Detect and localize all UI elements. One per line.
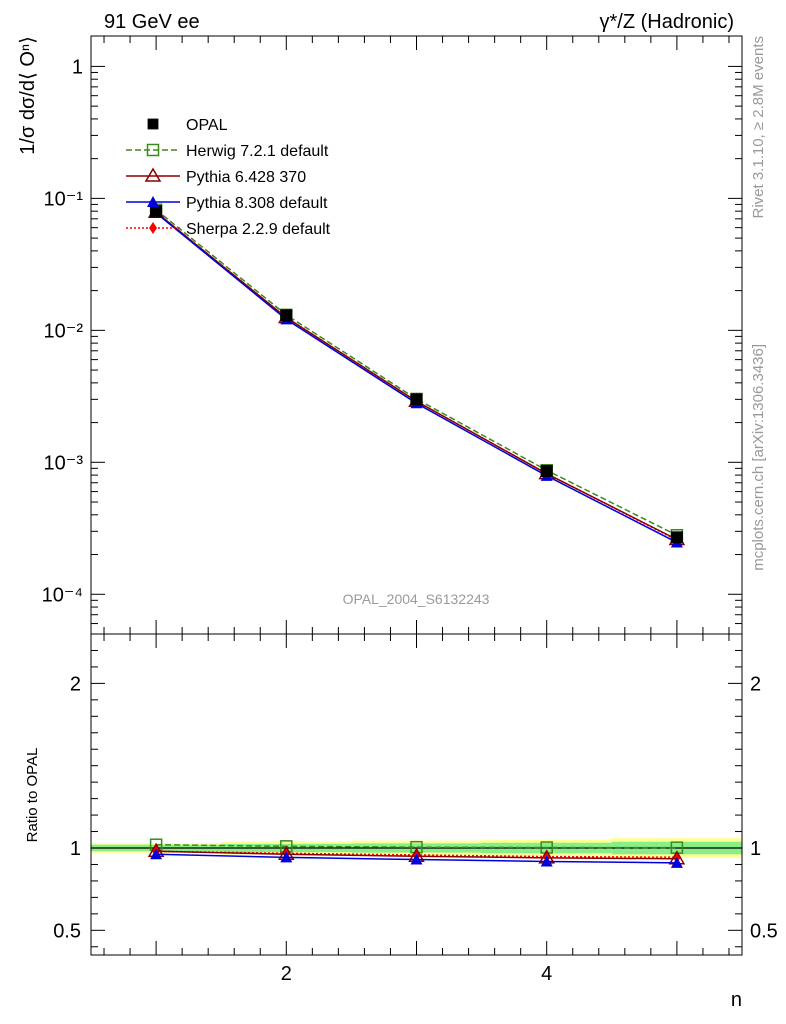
legend-marker-pythia6 <box>144 167 162 182</box>
y-tick-label-right: 0.5 <box>750 920 778 942</box>
ratio-point-pythia8 <box>150 848 163 860</box>
y-tick-label-right: 2 <box>750 673 761 695</box>
data-point-opal <box>540 464 553 477</box>
series-line-herwig <box>155 209 678 536</box>
legend-label-opal: OPAL <box>186 117 228 134</box>
analysis-watermark: OPAL_2004_S6132243 <box>343 591 490 607</box>
y-tick-label: 10⁻¹ <box>44 188 84 210</box>
y-tick-label: 1 <box>70 838 81 860</box>
series-line-sherpa <box>155 211 678 541</box>
ratio-line-herwig <box>156 843 677 849</box>
series-pythia6 <box>147 203 686 546</box>
series-sherpa <box>152 206 681 547</box>
legend-marker-herwig <box>146 143 160 157</box>
legend-marker-opal <box>147 118 159 130</box>
legend-marker-pythia8 <box>147 196 159 207</box>
data-point-opal <box>670 531 683 544</box>
y-tick-label: 1 <box>72 56 83 78</box>
x-axis-label: n <box>731 989 742 1011</box>
ratio-series-pythia8 <box>150 848 683 868</box>
y-tick-label: 10⁻² <box>44 320 84 342</box>
legend-label-pythia6: Pythia 6.428 370 <box>186 169 306 186</box>
ratio-frame <box>90 633 743 956</box>
series-herwig <box>149 203 684 542</box>
data-point-opal <box>410 393 423 406</box>
main-plot-panel: 1 10⁻¹ 10⁻² 10⁻³ 10⁻⁴ <box>42 35 743 635</box>
legend-label-sherpa: Sherpa 2.2.9 default <box>186 221 331 238</box>
series-opal <box>150 205 683 544</box>
y-tick-label: 10⁻³ <box>44 452 84 474</box>
y-tick-label: 0.5 <box>53 920 81 942</box>
series-line-pythia8 <box>155 212 678 544</box>
legend-item-sherpa: Sherpa 2.2.9 default <box>126 221 331 238</box>
y-tick-label: 10⁻⁴ <box>42 584 83 606</box>
header-left: 91 GeV ee <box>104 11 200 33</box>
legend: OPAL Herwig 7.2.1 default Pythia 6.428 370… <box>126 117 331 238</box>
legend-label-herwig: Herwig 7.2.1 default <box>186 143 329 160</box>
ratio-plot-panel: 2 2 1 1 0.5 0.5 2 4 <box>53 633 778 985</box>
x-tick-label: 2 <box>281 963 292 985</box>
legend-item-pythia6: Pythia 6.428 370 <box>126 167 306 186</box>
legend-item-herwig: Herwig 7.2.1 default <box>126 143 329 160</box>
main-ylabel: 1/σ dσ/d⟨ Oⁿ⟩ <box>17 36 39 155</box>
mcplots-label: mcplots.cern.ch [arXiv:1306.3436] <box>750 344 767 571</box>
y-tick-label-right: 1 <box>750 838 761 860</box>
x-tick-label: 4 <box>541 963 552 985</box>
data-point-opal <box>280 309 293 322</box>
ratio-ylabel: Ratio to OPAL <box>24 748 41 843</box>
legend-item-pythia8: Pythia 8.308 default <box>126 195 328 212</box>
ratio-point-pythia8 <box>410 853 423 865</box>
legend-label-pythia8: Pythia 8.308 default <box>186 195 328 212</box>
y-tick-label: 2 <box>70 673 81 695</box>
data-point-opal <box>150 205 163 218</box>
series-pythia8 <box>150 206 683 548</box>
legend-item-opal: OPAL <box>147 117 228 134</box>
ratio-point-pythia8 <box>280 851 293 863</box>
header-right: γ*/Z (Hadronic) <box>600 11 734 33</box>
legend-marker-sherpa <box>149 222 157 234</box>
ratio-point-pythia8 <box>670 856 683 868</box>
series-line-pythia6 <box>155 211 678 541</box>
rivet-label: Rivet 3.1.10, ≥ 2.8M events <box>750 36 767 219</box>
ratio-point-pythia8 <box>540 855 553 867</box>
